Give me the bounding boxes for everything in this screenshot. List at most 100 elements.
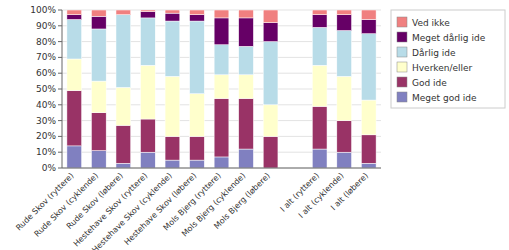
y-tick-label: 70% bbox=[36, 52, 56, 62]
bar-segment bbox=[67, 19, 82, 59]
bar-segment bbox=[190, 94, 205, 137]
bar-segment bbox=[239, 46, 254, 74]
bar-segment bbox=[141, 152, 156, 168]
y-axis bbox=[62, 10, 63, 168]
grid-line bbox=[62, 168, 381, 169]
bar-segment bbox=[361, 163, 376, 168]
bars bbox=[67, 10, 376, 168]
y-tick bbox=[58, 41, 62, 42]
chart: 0%10%20%30%40%50%60%70%80%90%100%Rude Sk… bbox=[0, 0, 509, 250]
bar-segment bbox=[165, 160, 180, 168]
legend-swatch bbox=[397, 77, 407, 87]
bar-segment bbox=[141, 65, 156, 119]
bar-segment bbox=[239, 75, 254, 99]
bar-segment bbox=[91, 151, 106, 168]
bar-segment bbox=[337, 31, 352, 77]
bar-segment bbox=[337, 15, 352, 31]
bar-segment bbox=[165, 136, 180, 160]
bar-segment bbox=[263, 105, 278, 137]
bar-segment bbox=[312, 27, 327, 65]
bar-segment bbox=[263, 42, 278, 105]
bar-segment bbox=[91, 16, 106, 29]
y-tick bbox=[58, 120, 62, 121]
legend-label: Hverken/eller bbox=[412, 63, 473, 73]
y-tick-label: 100% bbox=[30, 5, 56, 15]
legend-swatch bbox=[397, 92, 407, 102]
legend-label: God ide bbox=[412, 78, 447, 88]
legend-box bbox=[391, 10, 505, 108]
legend: Ved ikkeMeget dårlig ideDårlig ideHverke… bbox=[391, 10, 505, 108]
bar-segment bbox=[116, 87, 131, 125]
bar-segment bbox=[214, 45, 229, 75]
y-tick-label: 80% bbox=[36, 37, 56, 47]
x-axis bbox=[62, 168, 381, 169]
bar-segment bbox=[214, 98, 229, 156]
bar-segment bbox=[239, 149, 254, 168]
bar-segment bbox=[67, 15, 82, 20]
bar-segment bbox=[214, 157, 229, 168]
bar-segment bbox=[361, 100, 376, 135]
bar-segment bbox=[165, 10, 180, 13]
bar-segment bbox=[312, 15, 327, 28]
bar-segment bbox=[91, 10, 106, 16]
legend-label: Dårlig ide bbox=[412, 48, 456, 58]
bar-segment bbox=[190, 136, 205, 160]
bar-segment bbox=[312, 106, 327, 149]
bar-segment bbox=[116, 163, 131, 168]
legend-swatch bbox=[397, 47, 407, 57]
bar-segment bbox=[337, 152, 352, 168]
bar-segment bbox=[67, 146, 82, 168]
y-tick bbox=[58, 104, 62, 105]
bar-segment bbox=[165, 76, 180, 136]
bar-segment bbox=[91, 29, 106, 81]
legend-label: Meget dårlig ide bbox=[412, 33, 486, 43]
bar-segment bbox=[116, 10, 131, 15]
y-tick bbox=[58, 25, 62, 26]
bar-segment bbox=[239, 18, 254, 46]
bar-segment bbox=[141, 12, 156, 18]
bar-segment bbox=[263, 23, 278, 42]
y-tick-label: 90% bbox=[36, 21, 56, 31]
x-tick-label: Mols Bjerg (løbere) bbox=[212, 171, 272, 231]
bar-segment bbox=[312, 149, 327, 168]
bar-segment bbox=[239, 98, 254, 149]
bar-segment bbox=[312, 65, 327, 106]
bar-segment bbox=[165, 21, 180, 76]
bar-segment bbox=[239, 10, 254, 18]
bar-segment bbox=[141, 119, 156, 152]
y-tick bbox=[58, 152, 62, 153]
y-tick-label: 60% bbox=[36, 68, 56, 78]
y-tick-label: 40% bbox=[36, 100, 56, 110]
y-tick-label: 10% bbox=[36, 147, 56, 157]
bar-segment bbox=[214, 75, 229, 99]
bar-segment bbox=[361, 34, 376, 100]
bar-segment bbox=[67, 59, 82, 91]
legend-swatch bbox=[397, 17, 407, 27]
bar-segment bbox=[116, 15, 131, 88]
bar-segment bbox=[214, 10, 229, 18]
bar-segment bbox=[337, 76, 352, 120]
y-tick bbox=[58, 168, 62, 169]
legend-swatch bbox=[397, 32, 407, 42]
bar-segment bbox=[116, 125, 131, 163]
bar-segment bbox=[190, 15, 205, 21]
bar-segment bbox=[141, 10, 156, 12]
bar-segment bbox=[337, 121, 352, 153]
y-tick-label: 20% bbox=[36, 131, 56, 141]
bar-segment bbox=[361, 19, 376, 33]
y-tick bbox=[58, 10, 62, 11]
bar-segment bbox=[141, 18, 156, 65]
bar-segment bbox=[190, 160, 205, 168]
y-tick bbox=[58, 89, 62, 90]
bar-segment bbox=[361, 135, 376, 163]
y-tick bbox=[58, 73, 62, 74]
bar-segment bbox=[165, 13, 180, 21]
y-tick-label: 0% bbox=[42, 163, 57, 173]
bar-segment bbox=[91, 113, 106, 151]
bar-segment bbox=[312, 10, 327, 15]
bar-segment bbox=[67, 91, 82, 146]
bar-segment bbox=[190, 21, 205, 94]
y-tick bbox=[58, 57, 62, 58]
bar-segment bbox=[263, 10, 278, 23]
x-tick-label: I alt (løbere) bbox=[329, 171, 370, 212]
